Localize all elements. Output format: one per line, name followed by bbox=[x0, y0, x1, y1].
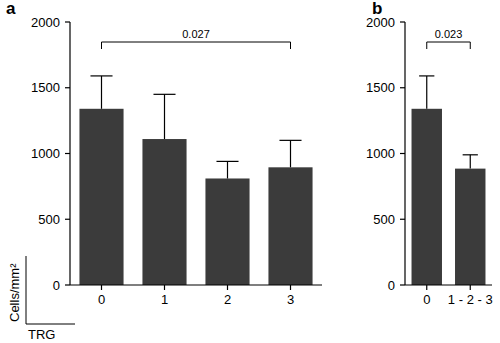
bar bbox=[79, 109, 123, 285]
y-tick bbox=[400, 219, 405, 220]
x-axis-label: TRG bbox=[28, 327, 55, 342]
bar bbox=[412, 109, 442, 285]
y-axis-label: Cells/mm² bbox=[7, 263, 22, 322]
error-cap bbox=[419, 75, 434, 76]
y-tick-label: 1000 bbox=[31, 146, 60, 161]
x-axis bbox=[70, 284, 322, 285]
panel: b050010001500200001 - 2 - 30.023 bbox=[366, 0, 493, 307]
y-tick bbox=[65, 87, 70, 88]
y-tick bbox=[400, 21, 405, 22]
error-cap bbox=[463, 154, 478, 155]
y-tick bbox=[400, 87, 405, 88]
x-tick-label: 3 bbox=[287, 292, 294, 307]
panel-title: a bbox=[6, 0, 16, 18]
panel: a 0 500 1000 1500 2000 0 1 2 3 0.027 Cells/mm² TRG bbox=[6, 0, 322, 342]
y-tick bbox=[65, 153, 70, 154]
x-tick-label: 1 - 2 - 3 bbox=[448, 292, 493, 307]
y-tick-label: 1000 bbox=[366, 146, 395, 161]
x-tick-label: 2 bbox=[224, 292, 231, 307]
bar bbox=[455, 169, 485, 285]
y-tick-label: 500 bbox=[373, 212, 395, 227]
error-bar bbox=[426, 76, 427, 109]
y-tick bbox=[400, 284, 405, 285]
error-bar bbox=[470, 155, 471, 169]
x-tick bbox=[426, 285, 427, 290]
x-tick-label: 0 bbox=[98, 292, 105, 307]
marks bbox=[79, 76, 312, 285]
y-tick bbox=[65, 21, 70, 22]
x-tick bbox=[101, 285, 102, 290]
error-cap bbox=[153, 94, 175, 95]
y-tick-label: 0 bbox=[53, 278, 60, 293]
error-bar bbox=[101, 76, 102, 109]
error-bar bbox=[290, 140, 291, 167]
y-tick bbox=[65, 284, 70, 285]
x-axis bbox=[405, 284, 492, 285]
x-tick bbox=[227, 285, 228, 290]
error-cap bbox=[90, 75, 112, 76]
y-tick-label: 1500 bbox=[366, 80, 395, 95]
p-value: 0.023 bbox=[435, 28, 463, 40]
y-tick-label: 2000 bbox=[366, 15, 395, 30]
x-tick-label: 1 bbox=[161, 292, 168, 307]
p-value: 0.027 bbox=[182, 28, 210, 40]
axis-key bbox=[26, 256, 75, 324]
x-tick bbox=[164, 285, 165, 290]
marks bbox=[412, 76, 486, 285]
y-tick-label: 0 bbox=[388, 278, 395, 293]
y-tick bbox=[400, 153, 405, 154]
x-tick bbox=[470, 285, 471, 290]
x-tick bbox=[290, 285, 291, 290]
bar bbox=[142, 139, 186, 285]
error-cap bbox=[216, 161, 238, 162]
figure: a050010001500200001230.027Cells/mm²TRGb0… bbox=[0, 0, 500, 343]
error-bar bbox=[164, 94, 165, 139]
bar bbox=[268, 167, 312, 285]
y-tick-label: 2000 bbox=[31, 15, 60, 30]
error-bar bbox=[227, 161, 228, 178]
significance-bracket bbox=[427, 42, 471, 49]
x-tick-label: 0 bbox=[423, 292, 430, 307]
error-cap bbox=[279, 140, 301, 141]
significance-bracket bbox=[102, 42, 291, 49]
bar bbox=[205, 178, 249, 285]
y-tick-label: 1500 bbox=[31, 80, 60, 95]
y-tick bbox=[65, 219, 70, 220]
y-tick-label: 500 bbox=[38, 212, 60, 227]
